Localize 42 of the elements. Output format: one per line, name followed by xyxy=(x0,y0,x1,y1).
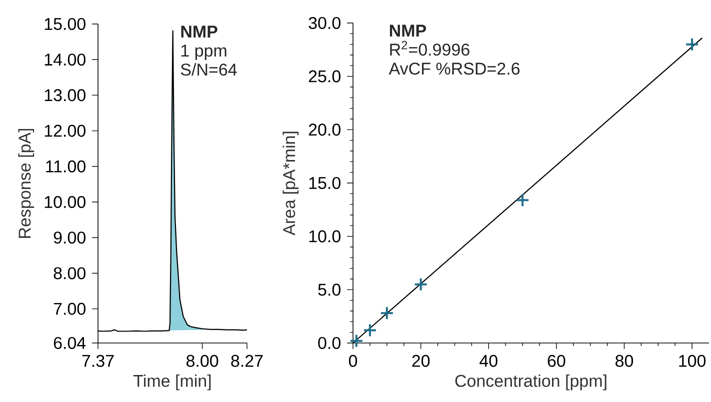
point xyxy=(380,306,394,320)
x-tick-label: 20 xyxy=(412,354,430,367)
y-tick-label: 25.0 xyxy=(308,70,340,82)
y-tick-label: 14.00 xyxy=(44,54,86,66)
annotation: 1 ppm xyxy=(181,44,226,60)
y-tick-label: 9.00 xyxy=(54,232,86,244)
y-axis-title: Response [pA] xyxy=(18,128,34,238)
y-tick-label: 30.0 xyxy=(308,16,340,30)
y-tick-label: 10.00 xyxy=(44,196,86,208)
chart-title: NMP xyxy=(181,26,218,38)
x-tick-label: 100 xyxy=(679,354,706,367)
y-tick-label: 8.00 xyxy=(54,267,86,280)
x-tick-label: 7.37 xyxy=(82,354,114,367)
y-tick-label: 15.0 xyxy=(309,176,340,190)
x-axis-title: Time [min] xyxy=(134,374,211,390)
x-tick-label: 80 xyxy=(616,354,634,367)
y-tick-label: 11.00 xyxy=(46,160,86,172)
y-tick-label: 6.04 xyxy=(54,336,86,350)
x-tick-label: 0 xyxy=(348,354,358,367)
point xyxy=(349,334,364,348)
annotation: AvCF %RSD=2.6 xyxy=(388,62,520,75)
y-tick-label: 20.0 xyxy=(308,124,340,136)
y-tick-label: 10.0 xyxy=(309,230,340,242)
x-axis-title: Concentration [ppm] xyxy=(455,374,606,390)
annotation: S/N=64 xyxy=(180,63,237,76)
x-tick-label: 8.27 xyxy=(231,354,263,367)
x-tick-label: 60 xyxy=(548,354,566,367)
point xyxy=(414,277,428,292)
y-tick-label: 7.00 xyxy=(54,302,86,315)
point xyxy=(685,37,700,52)
annotation: R$^{2}$=0.9996 xyxy=(390,40,470,56)
y-tick-label: 0.0 xyxy=(318,336,340,350)
x-tick-label: 40 xyxy=(480,354,498,367)
x-tick-label: 8.00 xyxy=(186,354,218,367)
point xyxy=(362,323,377,338)
point xyxy=(516,193,530,208)
chart-title: NMP xyxy=(390,24,426,36)
y-tick-label: 13.00 xyxy=(44,89,86,102)
y-tick-label: 5.0 xyxy=(318,284,340,296)
y-axis-title: Area [pA*min] xyxy=(282,132,299,236)
y-tick-label: 15.00 xyxy=(44,18,86,30)
y-tick-label: 12.00 xyxy=(44,124,86,137)
